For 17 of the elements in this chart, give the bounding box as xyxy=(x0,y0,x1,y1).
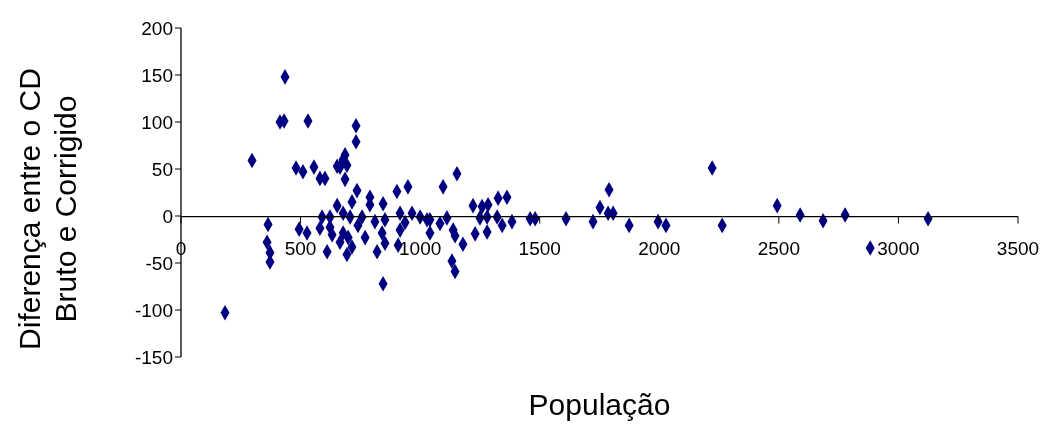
x-tick-label: 1000 xyxy=(399,237,442,259)
y-tick-label: -150 xyxy=(134,346,173,368)
x-tick-label: 3500 xyxy=(996,237,1040,259)
x-tick-label: 500 xyxy=(284,237,317,259)
y-tick-label: 50 xyxy=(151,158,173,180)
y-tick-label: -100 xyxy=(134,299,173,321)
y-tick-label: 150 xyxy=(141,64,173,86)
x-axis-title: População xyxy=(527,388,672,422)
y-axis-title: Diferença entre o CD Bruto e Corrigido xyxy=(12,67,83,352)
x-tick-label: 2000 xyxy=(638,237,681,259)
y-tick-label: 200 xyxy=(141,17,173,39)
x-tick-label: 1500 xyxy=(518,237,561,259)
y-tick-label: 0 xyxy=(162,205,173,227)
x-tick-label: 2500 xyxy=(757,237,800,259)
y-tick-label: -50 xyxy=(145,252,173,274)
x-tick-label: 3000 xyxy=(877,237,920,259)
y-tick-label: 100 xyxy=(141,111,173,133)
